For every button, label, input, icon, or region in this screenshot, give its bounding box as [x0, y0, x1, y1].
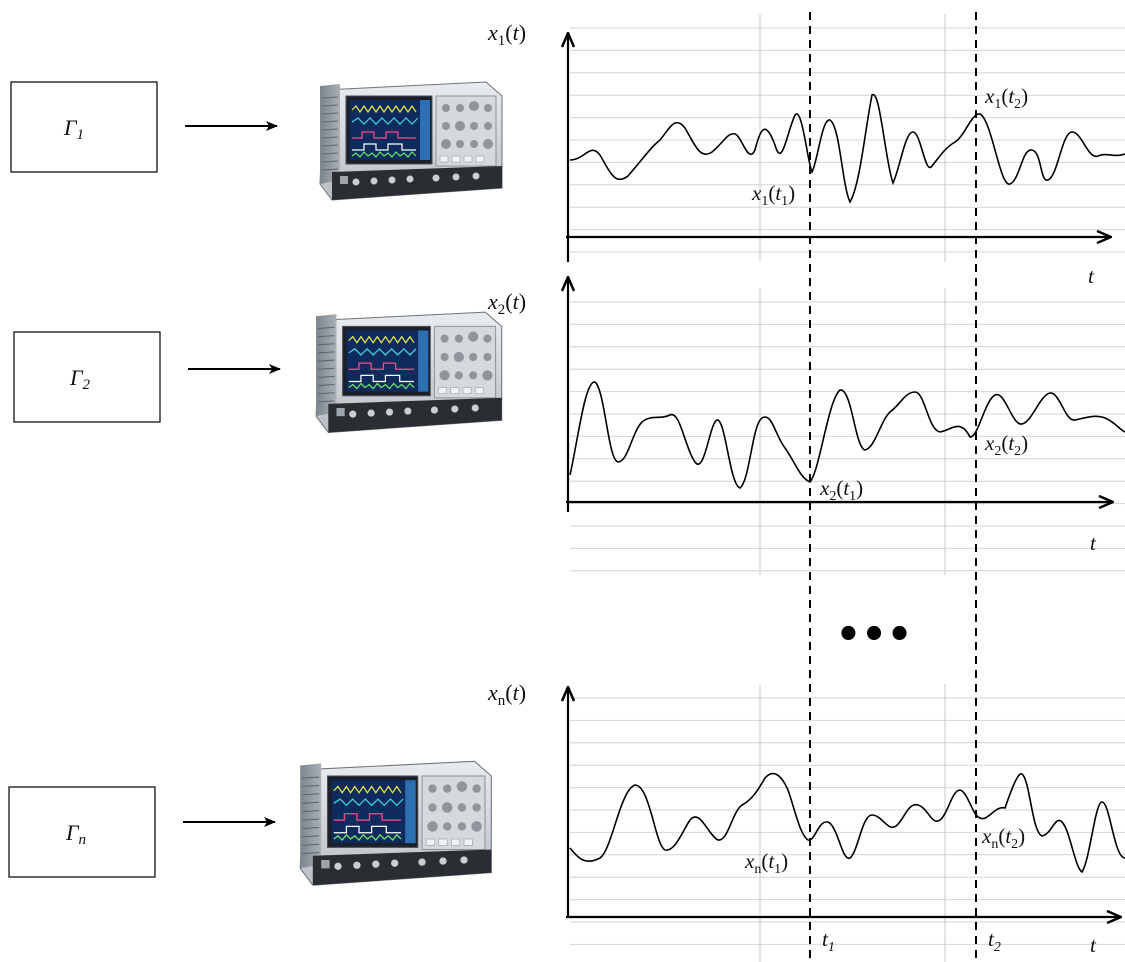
- ellipsis: •••: [836, 612, 913, 658]
- signal-label-n: xn(t): [487, 680, 526, 709]
- chart-panel-n: xn(t) t xn(t1) xn(t2): [487, 680, 1125, 962]
- generator-box-1: [10, 81, 158, 173]
- chart-background: [570, 288, 1125, 575]
- generator-label-n: Γn: [65, 820, 86, 848]
- oscilloscope-icon: [299, 760, 492, 886]
- time-axis-label-1: t: [1088, 264, 1095, 288]
- generator-box-n: [8, 786, 156, 878]
- point-label-2-t1: x2(t1): [819, 476, 863, 504]
- signal-waveform-1: [569, 94, 1125, 204]
- oscilloscope-icon: [319, 81, 503, 201]
- point-label-1-t1: x1(t1): [751, 181, 795, 209]
- time-axis-label-2: t: [1090, 531, 1097, 555]
- signal-label-1: x1(t): [487, 20, 526, 49]
- generator-box-2: [13, 331, 161, 423]
- time-axis-label-n: t: [1090, 933, 1097, 957]
- generator-label-2: Γ2: [69, 365, 91, 393]
- signal-waveform-2: [569, 381, 1125, 489]
- point-label-2-t2: x2(t2): [984, 431, 1028, 459]
- point-label-1-t2: x1(t2): [984, 84, 1028, 112]
- chart-background: [570, 684, 1125, 962]
- generator-label-1: Γ1: [63, 115, 84, 143]
- oscilloscope-icon: [315, 311, 503, 434]
- channel-1: Γ1 x1(t) t x1(t1) x1(t2): [10, 14, 1125, 288]
- time-marker-t2-label: t2: [988, 927, 1001, 955]
- channel-n: Γn xn(t) t xn(t1) xn(t2): [8, 680, 1125, 962]
- chart-panel-2: x2(t) t x2(t1) x2(t2): [487, 278, 1125, 575]
- chart-grid-n: [570, 684, 1125, 962]
- time-marker-t1-label: t1: [822, 927, 835, 955]
- chart-grid-2: [570, 288, 1125, 575]
- chart-panel-1: x1(t) t x1(t1) x1(t2): [487, 14, 1125, 288]
- signal-waveform-n: [569, 772, 1125, 874]
- channel-2: Γ2 x2(t) t x2(t1) x2(t2): [13, 278, 1125, 575]
- chart-grid-1: [570, 14, 1125, 262]
- point-label-n-t1: xn(t1): [744, 849, 788, 877]
- signal-label-2: x2(t): [487, 289, 526, 318]
- chart-background: [570, 14, 1125, 262]
- point-label-n-t2: xn(t2): [981, 824, 1025, 852]
